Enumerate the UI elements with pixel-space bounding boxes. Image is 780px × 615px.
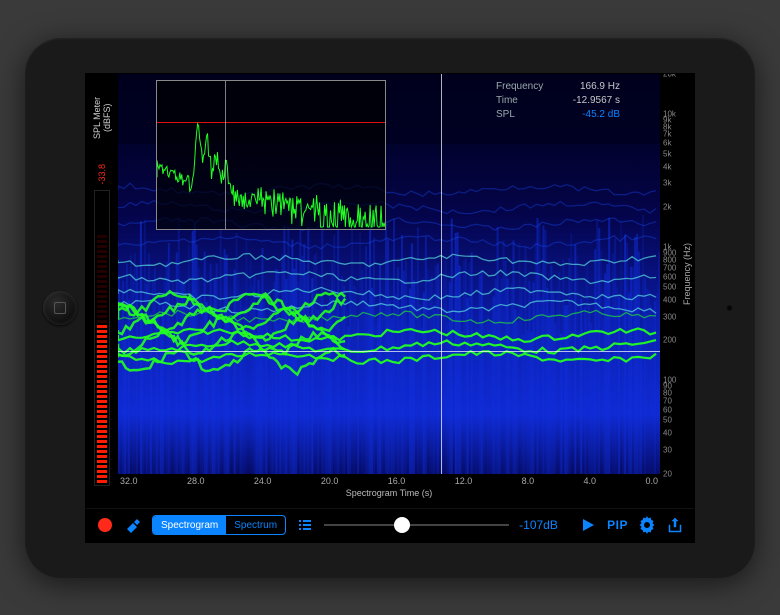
cursor-info: Frequency 166.9 Hz Time -12.9567 s SPL -45.2 … [496, 80, 620, 122]
info-value: -45.2 dB [566, 108, 620, 122]
freq-tick: 20k [663, 73, 676, 79]
view-mode-spectrogram[interactable]: Spectrogram [153, 516, 226, 534]
play-button[interactable] [579, 516, 597, 534]
freq-tick: 3k [663, 179, 671, 188]
info-key: Time [496, 94, 552, 108]
front-camera [726, 304, 733, 311]
time-tick: 12.0 [455, 476, 473, 486]
time-tick: 24.0 [254, 476, 272, 486]
toolbar: SpectrogramSpectrum -107dB PIP [86, 508, 694, 542]
pip-button[interactable]: PIP [607, 518, 628, 532]
view-mode-spectrum[interactable]: Spectrum [226, 516, 285, 534]
tablet-frame: SPL Meter (dBFS) -33.8 Frequency 166.9 Hz… [25, 38, 755, 578]
time-tick: 8.0 [522, 476, 535, 486]
db-readout: -107dB [519, 518, 569, 532]
spl-meter-bar [94, 190, 110, 485]
view-mode-segmented[interactable]: SpectrogramSpectrum [152, 515, 286, 535]
time-axis: 32.0 28.0 24.0 20.0 16.0 12.0 8.0 4.0 0.0 Spectr… [118, 474, 660, 504]
info-value: 166.9 Hz [566, 80, 620, 94]
time-tick: 20.0 [321, 476, 339, 486]
freq-tick: 700 [663, 263, 676, 272]
time-tick: 0.0 [645, 476, 658, 486]
freq-tick: 60 [663, 405, 672, 414]
freq-tick: 7k [663, 130, 671, 139]
time-tick: 4.0 [584, 476, 597, 486]
info-key: SPL [496, 108, 552, 122]
freq-tick: 600 [663, 272, 676, 281]
time-tick: 16.0 [388, 476, 406, 486]
freq-tick: 500 [663, 283, 676, 292]
info-value: -12.9567 s [566, 94, 620, 108]
freq-tick: 30 [663, 446, 672, 455]
freq-tick: 5k [663, 149, 671, 158]
frequency-axis: Frequency (Hz) 20k10k9k8k7k6k5k4k3k2k1k9… [660, 74, 694, 474]
info-key: Frequency [496, 80, 552, 94]
time-tick: 28.0 [187, 476, 205, 486]
freq-tick: 6k [663, 139, 671, 148]
app-screen: SPL Meter (dBFS) -33.8 Frequency 166.9 Hz… [85, 73, 695, 543]
time-axis-label: Spectrogram Time (s) [118, 488, 660, 498]
erase-button[interactable] [124, 516, 142, 534]
crosshair-vertical [441, 74, 442, 474]
spl-meter-panel: SPL Meter (dBFS) -33.8 [86, 74, 118, 494]
spl-meter-label: SPL Meter (dBFS) [92, 78, 112, 158]
record-button[interactable] [96, 516, 114, 534]
time-tick: 32.0 [120, 476, 138, 486]
freq-tick: 50 [663, 416, 672, 425]
list-button[interactable] [296, 516, 314, 534]
spectrogram-canvas[interactable]: Frequency 166.9 Hz Time -12.9567 s SPL -45.2 … [118, 74, 660, 474]
freq-tick: 4k [663, 162, 671, 171]
frequency-axis-label: Frequency (Hz) [682, 242, 692, 304]
spl-meter-value: -33.8 [97, 164, 107, 185]
freq-tick: 40 [663, 429, 672, 438]
freq-tick: 400 [663, 296, 676, 305]
crosshair-horizontal [118, 351, 660, 352]
spectrum-inset[interactable] [156, 80, 386, 230]
freq-tick: 20 [663, 469, 672, 478]
settings-button[interactable] [638, 516, 656, 534]
freq-tick: 70 [663, 396, 672, 405]
freq-tick: 2k [663, 202, 671, 211]
freq-tick: 200 [663, 336, 676, 345]
share-button[interactable] [666, 516, 684, 534]
home-button[interactable] [43, 291, 77, 325]
threshold-slider[interactable] [324, 515, 509, 535]
freq-tick: 300 [663, 312, 676, 321]
